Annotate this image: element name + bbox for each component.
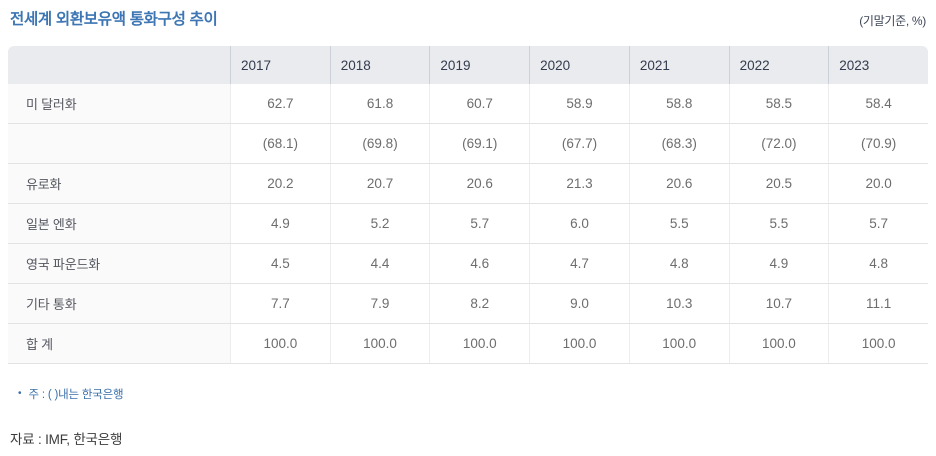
row-label: 미 달러화: [8, 84, 230, 123]
value-cell: 5.5: [628, 204, 729, 243]
value-cell: 60.7: [429, 84, 529, 123]
value-cell: 8.2: [429, 284, 529, 323]
table-row: 합 계 100.0 100.0 100.0 100.0 100.0 100.0 100.0: [8, 324, 928, 364]
column-header-2019: 2019: [429, 46, 529, 84]
value-cell: 4.6: [429, 244, 529, 283]
value-cell: 4.5: [230, 244, 330, 283]
table-row: 일본 엔화 4.9 5.2 5.7 6.0 5.5 5.5 5.7: [8, 204, 928, 244]
row-label: 합 계: [8, 324, 230, 363]
value-cell: 100.0: [429, 324, 529, 363]
table-row: 영국 파운드화 4.5 4.4 4.6 4.7 4.8 4.9 4.8: [8, 244, 928, 284]
value-cell: 10.7: [728, 284, 829, 323]
value-cell: 6.0: [529, 204, 629, 243]
value-cell: 20.5: [728, 164, 829, 203]
value-cell: 4.4: [329, 244, 430, 283]
value-cell: 100.0: [230, 324, 330, 363]
footnote: • 주 : ( )내는 한국은행: [8, 386, 928, 402]
value-cell: 4.8: [828, 244, 928, 283]
value-cell: 58.9: [529, 84, 629, 123]
column-header-2017: 2017: [230, 46, 330, 84]
value-cell: 20.0: [828, 164, 928, 203]
value-cell: 100.0: [329, 324, 430, 363]
table-body: 미 달러화 62.7 61.8 60.7 58.9 58.8 58.5 58.4 (68.1)(…: [8, 84, 928, 364]
table-header-row: 2017 2018 2019 2020 2021 2022 2023: [8, 46, 928, 84]
table-row: 미 달러화 62.7 61.8 60.7 58.9 58.8 58.5 58.4: [8, 84, 928, 124]
column-header-2018: 2018: [329, 46, 430, 84]
header-corner-cell: [8, 46, 230, 84]
row-label: 일본 엔화: [8, 204, 230, 243]
value-cell: 20.7: [329, 164, 430, 203]
row-label: 유로화: [8, 164, 230, 203]
column-header-2022: 2022: [728, 46, 829, 84]
footnote-text: 주 : ( )내는 한국은행: [28, 389, 124, 401]
value-cell: 20.6: [429, 164, 529, 203]
column-header-2021: 2021: [628, 46, 729, 84]
value-cell: 7.9: [329, 284, 430, 323]
column-header-2020: 2020: [529, 46, 629, 84]
source-line: 자료 : IMF, 한국은행: [10, 432, 123, 447]
value-cell: 9.0: [529, 284, 629, 323]
unit-note: (기말기준, %): [859, 14, 926, 28]
bullet-icon: •: [18, 388, 22, 399]
value-cell: 58.8: [628, 84, 729, 123]
table-row: (68.1) (69.8) (69.1) (67.7) (68.3) (72.0) (70.…: [8, 124, 928, 164]
table-row: 기타 통화 7.7 7.9 8.2 9.0 10.3 10.7 11.1: [8, 284, 928, 324]
currency-composition-table: 2017 2018 2019 2020 2021 2022 2023 미 달러화 62.7 61…: [8, 46, 928, 364]
value-cell: 100.0: [628, 324, 729, 363]
value-cell: 5.7: [828, 204, 928, 243]
value-cell: 21.3: [529, 164, 629, 203]
value-cell: 4.7: [529, 244, 629, 283]
value-cell: 10.3: [628, 284, 729, 323]
row-label: 영국 파운드화: [8, 244, 230, 283]
value-cell: 5.7: [429, 204, 529, 243]
value-cell: (68.3): [628, 124, 729, 163]
value-cell: 11.1: [828, 284, 928, 323]
page-title: 전세계 외환보유액 통화구성 추이: [10, 11, 218, 28]
value-cell: (68.1): [230, 124, 330, 163]
value-cell: (67.7): [529, 124, 629, 163]
value-cell: 61.8: [329, 84, 430, 123]
value-cell: (69.8): [329, 124, 430, 163]
value-cell: 5.2: [329, 204, 430, 243]
value-cell: 20.6: [628, 164, 729, 203]
row-label: 기타 통화: [8, 284, 230, 323]
value-cell: 58.5: [728, 84, 829, 123]
value-cell: 4.9: [728, 244, 829, 283]
value-cell: 7.7: [230, 284, 330, 323]
value-cell: 5.5: [728, 204, 829, 243]
table-header-bar: 전세계 외환보유액 통화구성 추이 (기말기준, %): [8, 10, 928, 46]
value-cell: 100.0: [828, 324, 928, 363]
value-cell: 4.8: [628, 244, 729, 283]
column-header-2023: 2023: [828, 46, 928, 84]
value-cell: 100.0: [728, 324, 829, 363]
value-cell: 62.7: [230, 84, 330, 123]
value-cell: (72.0): [728, 124, 829, 163]
value-cell: 100.0: [529, 324, 629, 363]
value-cell: 4.9: [230, 204, 330, 243]
table-row: 유로화 20.2 20.7 20.6 21.3 20.6 20.5 20.0: [8, 164, 928, 204]
value-cell: 20.2: [230, 164, 330, 203]
value-cell: (69.1): [429, 124, 529, 163]
row-label: [8, 124, 230, 163]
value-cell: (70.9): [828, 124, 928, 163]
value-cell: 58.4: [828, 84, 928, 123]
